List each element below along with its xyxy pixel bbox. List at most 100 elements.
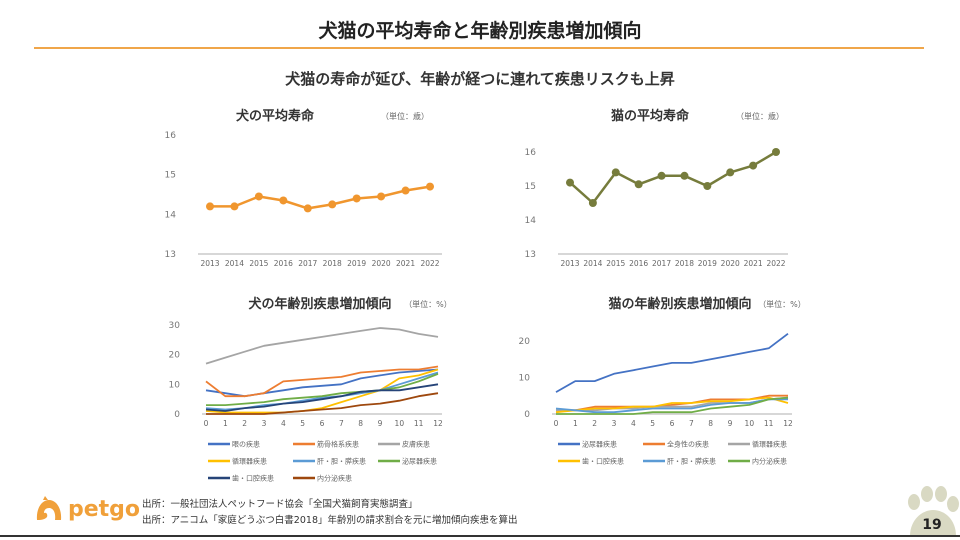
x-tick-label: 2021 <box>396 259 415 268</box>
series-line <box>205 365 439 398</box>
chart-unit: （単位：%） <box>758 299 806 309</box>
y-tick-label: 0 <box>524 410 530 420</box>
data-point <box>588 199 597 207</box>
x-tick-label: 1 <box>573 419 578 428</box>
legend-label: 肝・胆・膵疾患 <box>667 457 716 466</box>
x-tick-label: 0 <box>554 419 559 428</box>
data-point <box>401 186 410 195</box>
legend-label: 循環器疾患 <box>232 457 267 466</box>
series-line <box>205 327 439 365</box>
chart-unit: （単位：%） <box>404 299 452 309</box>
y-tick-label: 30 <box>169 321 181 331</box>
legend-label: 全身性の疾患 <box>667 440 709 449</box>
chart-unit: （単位：歳） <box>736 111 784 121</box>
page-number: 19 <box>922 517 942 533</box>
x-tick-label: 6 <box>670 419 675 428</box>
source-line: 出所：アニコム「家庭どうぶつ白書2018」年齢別の請求割合を元に増加傾向疾患を算… <box>142 515 518 526</box>
x-tick-label: 11 <box>414 419 424 428</box>
x-tick-label: 12 <box>433 419 443 428</box>
data-point <box>230 202 239 211</box>
sources: 出所：一般社団法人ペットフード協会「全国犬猫飼育実態調査」 出所：アニコム「家庭… <box>142 497 518 529</box>
chart-title: 猫の年齢別疾患増加傾向 <box>608 296 751 312</box>
dog-lifespan-chart: 犬の平均寿命 （単位：歳） 13 14 15 16 2013 2014 2015 2016 2017… <box>165 108 442 268</box>
data-point <box>377 192 386 201</box>
x-tick-label: 2022 <box>766 259 785 268</box>
legend-label: 肝・胆・膵疾患 <box>317 457 366 466</box>
series-line <box>206 373 439 406</box>
legend-label: 歯・口腔疾患 <box>582 457 624 466</box>
data-point <box>303 204 312 213</box>
data-point <box>206 202 214 211</box>
y-tick-label: 10 <box>169 380 181 390</box>
y-tick-label: 16 <box>165 131 177 141</box>
x-tick-label: 2020 <box>721 259 740 268</box>
x-tick-label: 2022 <box>420 259 439 268</box>
data-point <box>279 196 288 205</box>
x-tick-label: 2020 <box>372 259 391 268</box>
x-tick-label: 2 <box>592 419 597 428</box>
x-tick-label: 2018 <box>323 259 342 268</box>
x-tick-label: 10 <box>745 419 755 428</box>
x-tick-label: 2013 <box>560 259 579 268</box>
series-line <box>210 185 431 210</box>
petgo-logo-icon <box>36 496 62 520</box>
x-tick-label: 2014 <box>583 259 602 268</box>
series-line <box>555 396 789 414</box>
series-line <box>205 383 439 412</box>
y-tick-label: 15 <box>525 182 536 192</box>
x-tick-label: 2015 <box>249 259 268 268</box>
title-divider <box>34 47 924 49</box>
chart-unit: （単位：歳） <box>381 111 429 121</box>
x-tick-label: 2015 <box>606 259 625 268</box>
x-tick-label: 8 <box>358 419 363 428</box>
data-point <box>566 178 574 187</box>
cat-lifespan-chart: 猫の平均寿命 （単位：歳） 13 14 15 16 2013 2014 2015 2016 2017… <box>525 108 788 268</box>
slide-subtitle: 犬猫の寿命が延び、年齢が経つに連れて疾患リスクも上昇 <box>285 70 675 88</box>
y-tick-label: 0 <box>174 410 180 420</box>
data-point <box>680 171 689 180</box>
x-tick-label: 12 <box>783 419 793 428</box>
x-tick-label: 11 <box>764 419 774 428</box>
x-tick-label: 3 <box>612 419 617 428</box>
chart-title: 犬の年齢別疾患増加傾向 <box>248 296 391 312</box>
x-tick-label: 8 <box>708 419 713 428</box>
logo-text: petgo <box>68 496 141 522</box>
x-tick-label: 2016 <box>629 259 648 268</box>
legend-label: 泌尿器疾患 <box>582 440 617 449</box>
legend-label: 内分泌疾患 <box>317 474 352 483</box>
x-tick-label: 2018 <box>675 259 694 268</box>
y-tick-label: 16 <box>525 148 537 158</box>
y-tick-label: 13 <box>165 250 176 260</box>
series-line <box>555 398 788 414</box>
series-line <box>556 396 789 415</box>
x-tick-label: 9 <box>378 419 383 428</box>
legend-label: 泌尿器疾患 <box>402 457 437 466</box>
paw-icon <box>908 486 959 536</box>
slide-title: 犬猫の平均寿命と年齢別疾患増加傾向 <box>318 20 642 42</box>
x-tick-label: 2021 <box>744 259 763 268</box>
x-tick-label: 2019 <box>347 259 366 268</box>
legend-label: 歯・口腔疾患 <box>232 474 274 483</box>
data-point <box>634 180 643 189</box>
x-tick-label: 3 <box>262 419 267 428</box>
legend-label: 皮膚疾患 <box>402 440 430 449</box>
chart-title: 犬の平均寿命 <box>236 108 315 124</box>
source-line: 出所：一般社団法人ペットフード協会「全国犬猫飼育実態調査」 <box>142 499 418 510</box>
x-tick-label: 2017 <box>652 259 671 268</box>
y-tick-label: 20 <box>169 351 181 361</box>
legend-label: 眼の疾患 <box>232 440 260 449</box>
y-tick-label: 20 <box>519 337 531 347</box>
x-tick-label: 2019 <box>698 259 717 268</box>
series-line <box>569 150 777 205</box>
x-tick-label: 2013 <box>200 259 219 268</box>
series-line <box>555 332 789 393</box>
x-tick-label: 7 <box>689 419 694 428</box>
y-tick-label: 14 <box>165 210 177 220</box>
y-tick-label: 13 <box>525 250 536 260</box>
data-point <box>426 182 434 191</box>
legend-label: 筋骨格系疾患 <box>317 440 359 449</box>
data-point <box>352 194 361 203</box>
x-tick-label: 2014 <box>225 259 244 268</box>
